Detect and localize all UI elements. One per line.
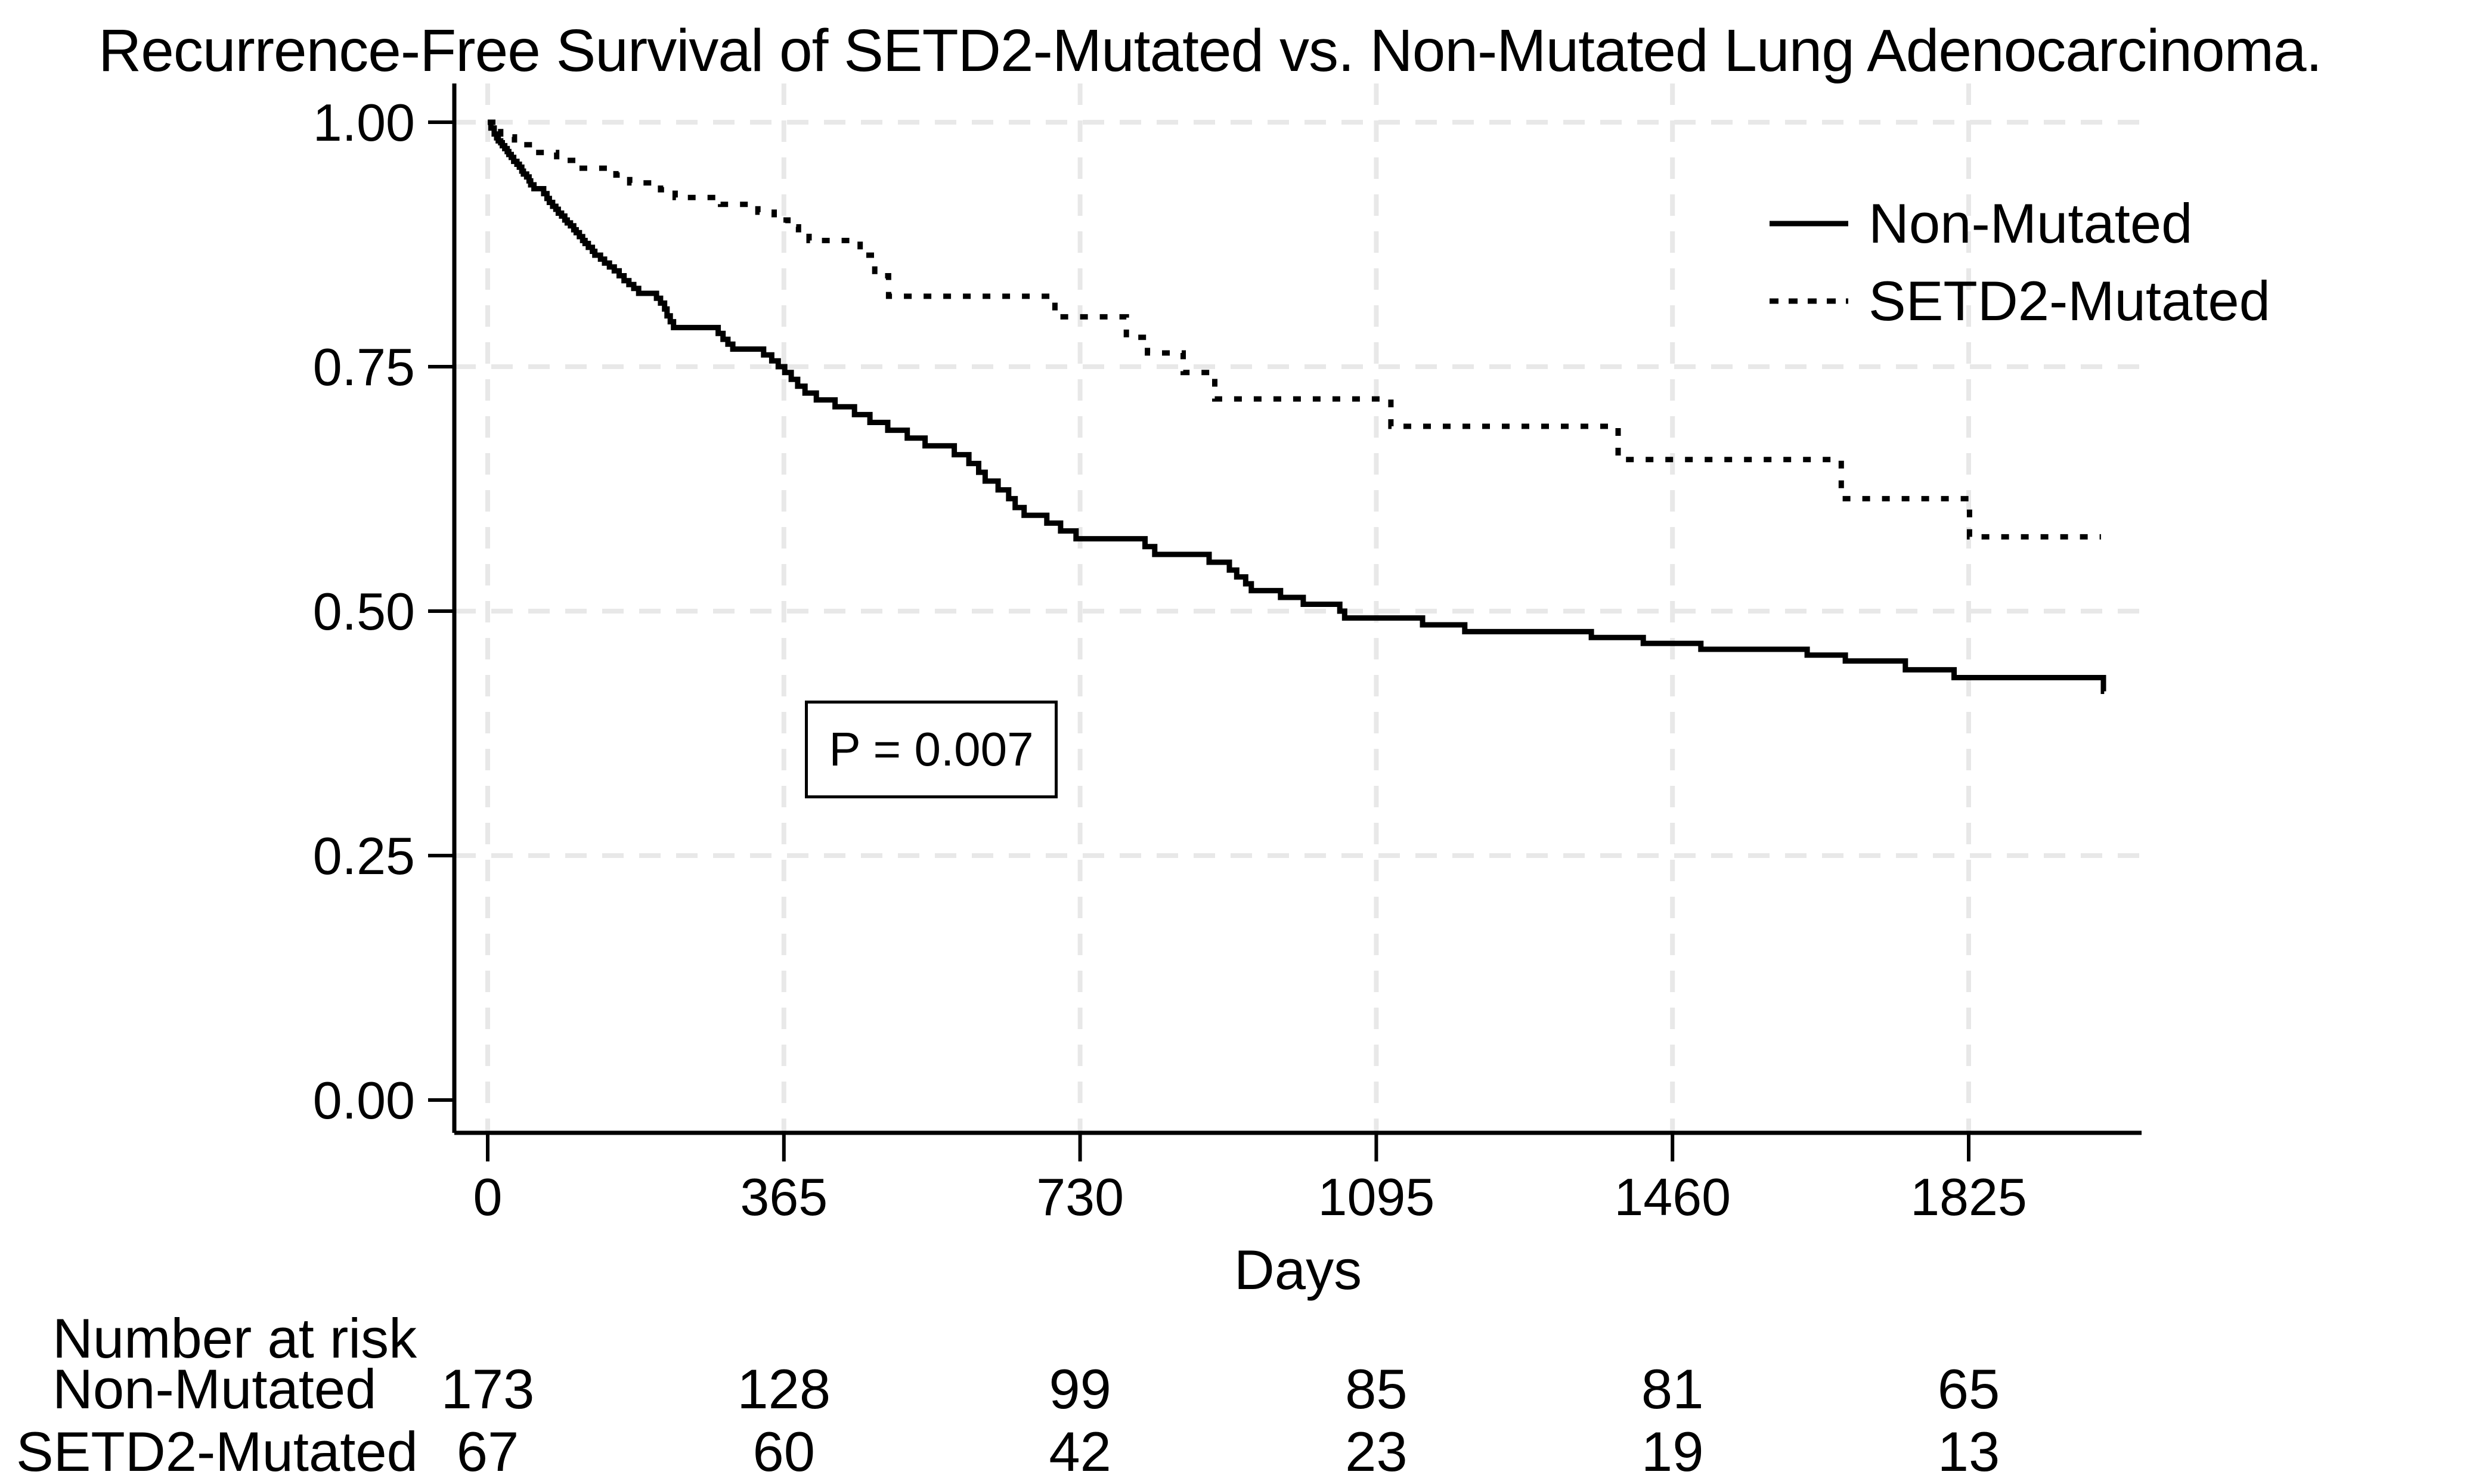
legend: Non-Mutated SETD2-Mutated: [1770, 185, 2270, 340]
x-tick-label: 365: [740, 1167, 828, 1226]
risk-table-title: Number at risk: [52, 1307, 417, 1370]
y-tick-label: 0.75: [313, 337, 415, 396]
legend-item-non-mutated: Non-Mutated: [1770, 185, 2270, 262]
legend-label: Non-Mutated: [1869, 192, 2193, 255]
p-value-text: P = 0.007: [829, 723, 1034, 776]
legend-item-setd2-mutated: SETD2-Mutated: [1770, 262, 2270, 340]
risk-count: 85: [1345, 1358, 1408, 1420]
risk-count: 60: [752, 1420, 816, 1483]
x-tick-label: 1825: [1910, 1167, 2027, 1226]
y-tick-label: 1.00: [313, 93, 415, 152]
chart-title: Recurrence-Free Survival of SETD2-Mutate…: [98, 17, 2322, 84]
risk-count: 23: [1345, 1420, 1408, 1483]
risk-count: 99: [1049, 1358, 1111, 1420]
risk-count: 173: [441, 1358, 535, 1420]
risk-count: 19: [1641, 1420, 1704, 1483]
x-tick-label: 1460: [1614, 1167, 1731, 1226]
y-tick-label: 0.25: [313, 826, 415, 885]
curve-setd2-mutated: [488, 119, 2101, 540]
curve-non-mutated: [488, 119, 2106, 694]
risk-count: 81: [1641, 1358, 1704, 1420]
risk-row-label-non-mutated: Non-Mutated: [52, 1358, 377, 1420]
y-tick-label: 0.50: [313, 582, 415, 641]
solid-line-icon: [1770, 221, 1848, 227]
x-tick-label: 0: [473, 1167, 503, 1226]
x-tick-label: 1095: [1318, 1167, 1435, 1226]
risk-count: 67: [456, 1420, 519, 1483]
y-tick-label: 0.00: [313, 1071, 415, 1130]
risk-row-label-setd2-mutated: SETD2-Mutated: [16, 1420, 418, 1483]
risk-count: 13: [1937, 1420, 2000, 1483]
dotted-line-icon: [1770, 298, 1848, 304]
x-tick-label: 730: [1036, 1167, 1124, 1226]
p-value-box: P = 0.007: [805, 701, 1058, 798]
legend-label: SETD2-Mutated: [1869, 269, 2270, 332]
x-axis-title: Days: [1234, 1238, 1362, 1301]
risk-count: 42: [1049, 1420, 1111, 1483]
risk-count: 65: [1937, 1358, 2000, 1420]
risk-count: 128: [737, 1358, 831, 1420]
